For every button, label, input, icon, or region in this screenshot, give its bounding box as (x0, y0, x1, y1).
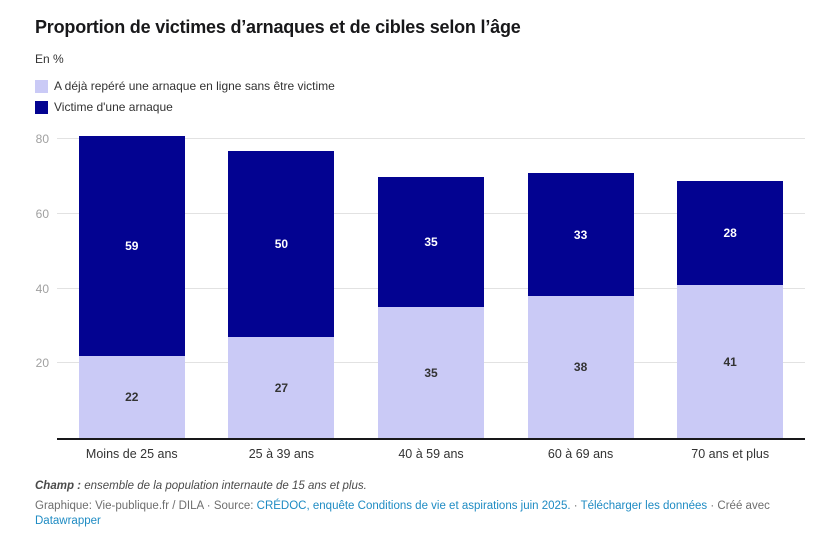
bar-value-label: 35 (424, 235, 438, 250)
chart-card: Proportion de victimes d’arnaques et de … (35, 17, 805, 529)
y-tick-label-20: 20 (35, 356, 49, 371)
bar-5: 41 28 (677, 180, 784, 438)
datawrapper-link[interactable]: Datawrapper (35, 515, 101, 527)
legend-label-victims: Victime d'une arnaque (54, 100, 173, 114)
byline-source-label: Source: (213, 500, 254, 512)
champ-text: ensemble de la population internaute de … (84, 480, 367, 492)
bar-1: 22 59 (78, 135, 185, 438)
bar-value-label: 28 (723, 225, 737, 240)
bar-value-label: 35 (424, 365, 438, 380)
x-axis-label-2: 25 à 39 ans (248, 447, 315, 461)
y-tick-label-40: 40 (35, 281, 49, 296)
stacked-bar-chart: 20 40 60 80 22 59 27 50 35 35 38 33 41 28 Moins de 25… (35, 132, 805, 464)
x-axis-label-5: 70 ans et plus (691, 447, 770, 461)
bar-3-segment-targets: 35 (378, 307, 484, 438)
bar-3-segment-victims: 35 (378, 176, 484, 308)
bar-value-label: 59 (125, 238, 139, 253)
source-link[interactable]: CRÉDOC, enquête Conditions de vie et asp… (256, 500, 571, 512)
bar-value-label: 22 (125, 389, 139, 404)
chart-unit-label: En % (35, 52, 64, 66)
bar-4-segment-targets: 38 (527, 296, 634, 438)
legend-item-targets: A déjà repéré une arnaque en ligne sans … (35, 79, 805, 93)
separator-dot: · (206, 500, 211, 512)
download-data-link[interactable]: Télécharger les données (580, 500, 708, 512)
bar-4-segment-victims: 33 (527, 173, 634, 297)
bar-1-segment-victims: 59 (78, 135, 185, 356)
champ-note: Champ : ensemble de la population intern… (35, 479, 805, 494)
bar-2-segment-victims: 50 (228, 150, 335, 338)
bar-value-label: 41 (723, 354, 737, 369)
legend-item-victims: Victime d'une arnaque (35, 100, 805, 114)
bar-3: 35 35 (378, 176, 484, 438)
bar-2: 27 50 (228, 150, 335, 438)
bar-value-label: 33 (573, 227, 588, 242)
byline-graphic: Graphique: Vie-publique.fr / DILA (35, 500, 204, 512)
bar-value-label: 27 (274, 380, 289, 395)
attribution: Graphique: Vie-publique.fr / DILA · Sour… (35, 499, 805, 529)
bar-1-segment-targets: 22 (78, 355, 185, 438)
byline-created-with: Créé avec (717, 500, 770, 512)
chart-title: Proportion de victimes d’arnaques et de … (35, 17, 521, 37)
plot-area: 20 40 60 80 22 59 27 50 35 35 38 33 41 28 (36, 132, 805, 440)
legend-swatch-light (35, 79, 48, 93)
chart-footer: Champ : ensemble de la population intern… (35, 479, 805, 529)
bar-2-segment-targets: 27 (228, 337, 335, 438)
x-axis-label-1: Moins de 25 ans (85, 447, 178, 461)
bar-5-segment-targets: 41 (677, 285, 784, 438)
bar-value-label: 38 (573, 360, 588, 375)
x-axis: Moins de 25 ans 25 à 39 ans 40 à 59 ans 60 … (57, 440, 805, 464)
x-axis-label-3: 40 à 59 ans (398, 447, 464, 461)
legend-swatch-dark (35, 100, 48, 114)
separator-dot: · (710, 500, 715, 512)
legend: A déjà repéré une arnaque en ligne sans … (35, 79, 805, 114)
bar-value-label: 50 (274, 236, 289, 251)
y-tick-label-80: 80 (35, 132, 49, 147)
y-tick-label-60: 60 (35, 207, 49, 222)
legend-label-targets: A déjà repéré une arnaque en ligne sans … (54, 79, 335, 93)
x-axis-label-4: 60 à 69 ans (547, 447, 614, 461)
bar-5-segment-victims: 28 (677, 180, 784, 285)
bar-4: 38 33 (527, 173, 634, 438)
separator-dot: · (573, 500, 578, 512)
champ-label: Champ : (35, 480, 81, 492)
gridline-80 (57, 138, 805, 140)
